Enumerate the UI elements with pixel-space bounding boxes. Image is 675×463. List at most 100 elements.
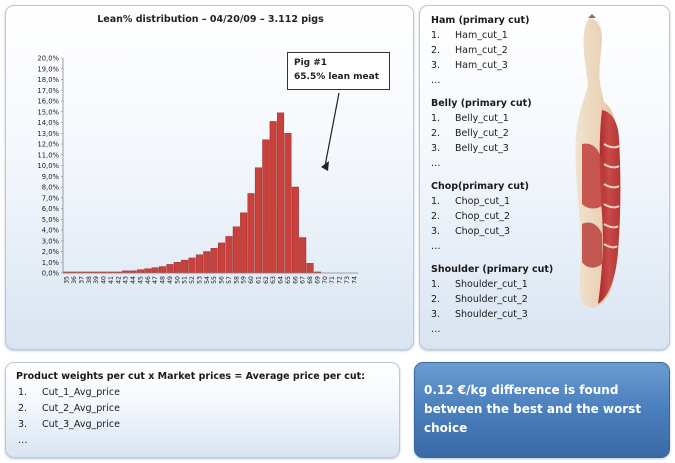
x-tick-label: 68 — [307, 276, 314, 284]
histogram-bar — [159, 266, 167, 274]
x-tick-label: 35 — [64, 276, 71, 284]
chart-panel: Lean% distribution – 04/20/09 – 3.112 pi… — [5, 5, 414, 350]
y-tick-label: 14,0% — [37, 119, 59, 127]
cut-group-heading: Belly (primary cut) — [431, 98, 532, 109]
list-item-label: Cut_2_Avg_price — [42, 403, 120, 414]
x-tick-label: 54 — [204, 276, 211, 284]
y-tick-label: 11,0% — [37, 151, 59, 159]
result-text: 0.12 €/kg difference is found between th… — [424, 383, 642, 435]
annotation-arrow-head — [321, 161, 329, 171]
cut-group-heading: Chop(primary cut) — [431, 181, 529, 192]
list-item-label: Chop_cut_3 — [455, 226, 511, 237]
y-tick-label: 4,0% — [42, 227, 60, 235]
y-tick-label: 10,0% — [37, 162, 59, 170]
list-item-label: Belly_cut_3 — [455, 143, 509, 154]
y-tick-label: 1,0% — [42, 259, 60, 267]
avg-price-list: 1. Cut_1_Avg_price 2. Cut_2_Avg_price 3. Cu… — [18, 387, 120, 451]
y-tick-label: 2,0% — [42, 248, 60, 256]
histogram-bar — [306, 263, 314, 274]
histogram-bar — [225, 236, 233, 274]
x-tick-label: 46 — [145, 276, 152, 284]
y-tick-label: 8,0% — [42, 184, 60, 192]
ellipsis: … — [18, 435, 28, 446]
histogram-bar — [151, 267, 159, 274]
list-item: 1. Shoulder_cut_1 — [431, 279, 553, 294]
list-item: 3. Cut_3_Avg_price — [18, 419, 120, 435]
chop-cut-group: Chop(primary cut) 1. Chop_cut_1 2. Chop_cu… — [431, 181, 529, 256]
y-tick-label: 7,0% — [42, 194, 60, 202]
list-number: 1. — [431, 279, 441, 290]
y-tick-label: 6,0% — [42, 205, 60, 213]
list-number: 1. — [431, 196, 441, 207]
histogram-bar — [284, 133, 292, 274]
list-item-label: Chop_cut_1 — [455, 196, 511, 207]
formula-panel: Product weights per cut x Market prices … — [5, 362, 400, 458]
annotation-title: Pig #1 — [294, 58, 328, 68]
x-tick-label: 57 — [226, 276, 233, 284]
list-item: 1. Cut_1_Avg_price — [18, 387, 120, 403]
list-item: 2. Ham_cut_2 — [431, 45, 529, 60]
x-tick-label: 62 — [263, 276, 270, 284]
histogram-bar — [232, 226, 240, 274]
x-tick-label: 73 — [344, 276, 351, 284]
list-item-label: Shoulder_cut_2 — [455, 294, 528, 305]
list-number: 2. — [18, 403, 28, 414]
histogram-bar — [269, 121, 277, 274]
list-number: 2. — [431, 45, 441, 56]
x-tick-label: 74 — [351, 276, 358, 284]
histogram-bar — [181, 259, 189, 274]
list-item-label: Belly_cut_1 — [455, 113, 509, 124]
x-tick-label: 64 — [278, 276, 285, 284]
list-number: 2. — [431, 294, 441, 305]
ham-cut-group: Ham (primary cut) 1. Ham_cut_1 2. Ham_cut_… — [431, 15, 529, 90]
x-tick-label: 41 — [108, 276, 115, 284]
x-tick-label: 49 — [167, 276, 174, 284]
ellipsis: … — [431, 241, 441, 252]
x-tick-label: 51 — [182, 276, 189, 284]
shoulder-cut-group: Shoulder (primary cut) 1. Shoulder_cut_1 … — [431, 264, 553, 339]
x-tick-label: 37 — [78, 276, 85, 284]
x-tick-label: 47 — [152, 276, 159, 284]
list-item: 3. Ham_cut_3 — [431, 60, 529, 75]
y-tick-label: 5,0% — [42, 216, 60, 224]
list-number: 3. — [18, 419, 28, 430]
list-item: 2. Cut_2_Avg_price — [18, 403, 120, 419]
histogram-bar — [291, 186, 299, 274]
histogram-bar — [144, 268, 152, 274]
x-tick-label: 70 — [322, 276, 329, 284]
list-number: 3. — [431, 309, 441, 320]
x-tick-label: 63 — [270, 276, 277, 284]
ellipsis: … — [431, 75, 441, 86]
x-tick-label: 56 — [219, 276, 226, 284]
ellipsis: … — [431, 324, 441, 335]
list-number: 2. — [431, 211, 441, 222]
histogram-bar — [166, 264, 174, 274]
annotation-arrow-line — [324, 92, 340, 167]
x-tick-label: 71 — [329, 276, 336, 284]
list-item: 1. Ham_cut_1 — [431, 30, 529, 45]
y-tick-label: 3,0% — [42, 237, 60, 245]
y-tick-label: 20,0% — [37, 55, 59, 63]
list-item: 1. Chop_cut_1 — [431, 196, 529, 211]
list-number: 3. — [431, 60, 441, 71]
list-item-label: Shoulder_cut_1 — [455, 279, 528, 290]
list-item-label: Ham_cut_1 — [455, 30, 508, 41]
histogram-bar — [136, 269, 144, 274]
x-tick-label: 53 — [196, 276, 203, 284]
list-item-label: Cut_3_Avg_price — [42, 419, 120, 430]
list-number: 1. — [18, 387, 28, 398]
x-tick-label: 66 — [292, 276, 299, 284]
histogram-bar — [203, 251, 211, 274]
x-tick-label: 36 — [71, 276, 78, 284]
ellipsis: … — [431, 158, 441, 169]
pig-annotation: Pig #1 65.5% lean meat — [287, 52, 390, 90]
list-number: 1. — [431, 113, 441, 124]
list-item-label: Shoulder_cut_3 — [455, 309, 528, 320]
annotation-text: 65.5% lean meat — [294, 72, 380, 82]
list-item-label: Cut_1_Avg_price — [42, 387, 120, 398]
y-tick-label: 16,0% — [37, 98, 59, 106]
x-tick-label: 39 — [93, 276, 100, 284]
histogram-bar — [299, 237, 307, 274]
histogram-bar — [210, 248, 218, 274]
list-item-label: Chop_cut_2 — [455, 211, 511, 222]
